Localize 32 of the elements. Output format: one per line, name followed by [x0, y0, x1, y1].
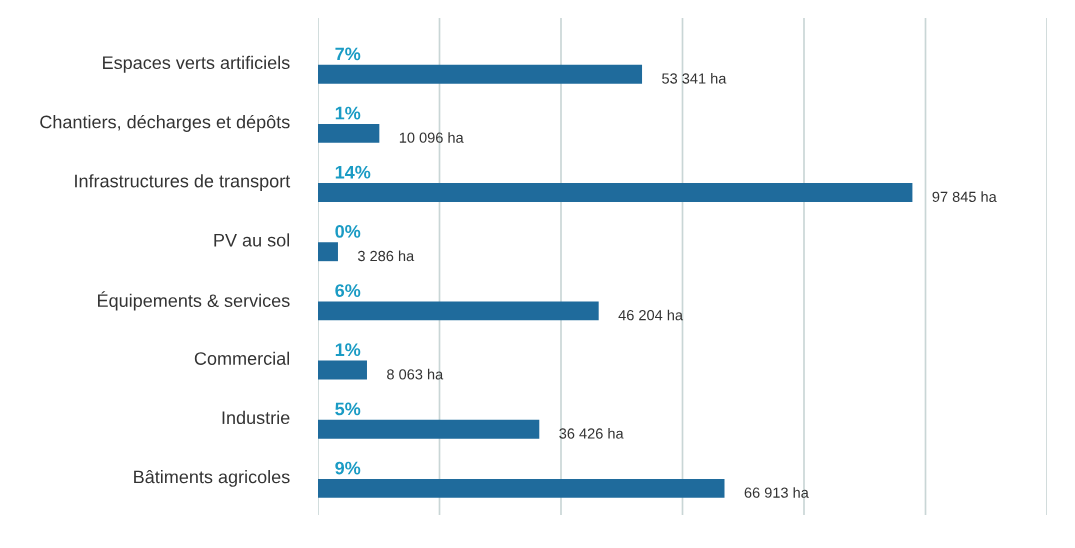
bar [318, 183, 913, 203]
data-label: 36 426 ha [559, 427, 624, 439]
bar [318, 360, 367, 380]
y-tick-label: Espaces verts artificiels [103, 55, 290, 73]
annotation: 14% [335, 165, 371, 179]
data-label: 97 845 ha [932, 191, 997, 203]
bar [318, 301, 599, 321]
bar [318, 123, 380, 143]
y-tick-label: Équipements & services [98, 291, 290, 311]
y-tick-label: Bâtiments agricoles [134, 469, 290, 487]
bar [318, 64, 643, 84]
y-tick-label: Infrastructures de transport [75, 174, 291, 191]
annotation: 0% [335, 224, 361, 238]
y-tick-label: PV au sol [214, 233, 290, 247]
y-tick-label: Chantiers, décharges et dépôts [40, 114, 290, 132]
annotation: 6% [335, 284, 361, 297]
annotation: 7% [335, 47, 361, 61]
annotation: 1% [335, 106, 361, 120]
annotation: 9% [335, 461, 361, 475]
bar [318, 242, 338, 262]
bar [318, 478, 725, 498]
data-label: 66 913 ha [744, 487, 809, 498]
data-label: 53 341 ha [662, 72, 727, 84]
bar [318, 419, 540, 439]
y-tick-label: Commercial [194, 351, 290, 365]
y-tick-label: Industrie [222, 410, 290, 425]
annotation: 1% [335, 343, 361, 357]
data-label: 10 096 ha [399, 132, 464, 143]
annotation: 5% [335, 402, 361, 416]
data-label: 46 204 ha [618, 309, 684, 321]
data-label: 3 286 ha [357, 250, 415, 262]
data-label: 8 063 ha [387, 368, 444, 380]
